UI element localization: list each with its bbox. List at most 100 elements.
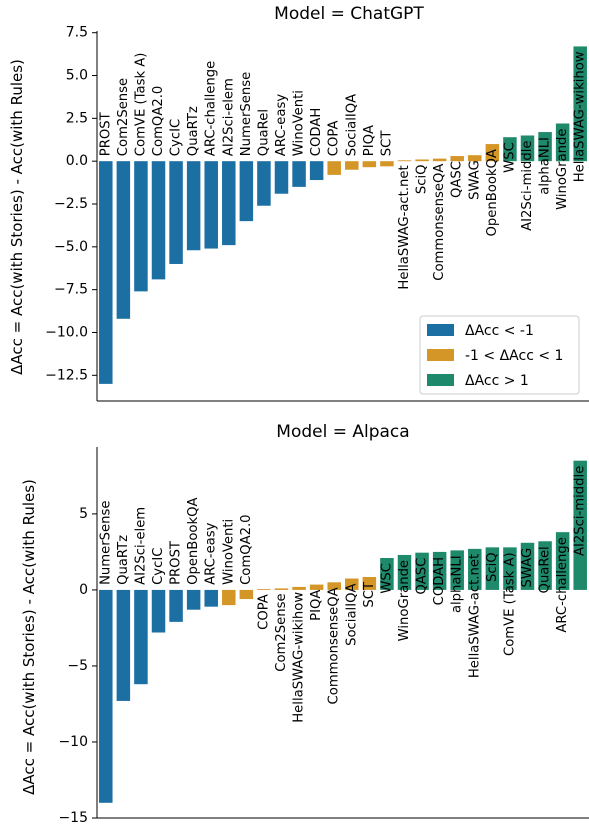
alpaca-bar: [345, 578, 359, 590]
chatgpt-bar: [555, 123, 570, 162]
legend-frame: [419, 315, 580, 395]
legend-label-positive: ΔAcc > 1: [465, 373, 529, 389]
legend-swatch-green: [427, 374, 454, 386]
alpaca-bar: [239, 589, 254, 600]
alpaca-bar-label: ARC-easy: [204, 522, 219, 585]
chatgpt-bar-label: QASC: [450, 161, 465, 198]
chatgpt-y-tick-label: 0.0: [66, 153, 88, 169]
chatgpt-bar-label: AI2Sci-middle: [520, 140, 535, 230]
chatgpt-bar: [415, 159, 429, 162]
chatgpt-bar-label: QuaRTz: [186, 106, 201, 156]
alpaca-bar-label: COPA: [256, 594, 271, 630]
chatgpt-bars: [99, 46, 587, 384]
chatgpt-bar-label: SWAG: [467, 160, 482, 200]
alpaca-bar: [169, 589, 183, 622]
alpaca-bar-labels: NumerSense QuaRTz AI2Sci-elem CycIC PROST Ope…: [98, 466, 587, 723]
chatgpt-y-tick-label: 2.5: [66, 110, 88, 126]
alpaca-bar: [99, 589, 113, 803]
alpaca-bar-label: WinoVenti: [221, 519, 236, 585]
alpaca-bar: [186, 589, 201, 610]
chatgpt-bar-label: WinoGrande: [555, 129, 570, 210]
chatgpt-bar: [222, 161, 236, 246]
alpaca-chart-title: Model = Alpaca: [276, 422, 409, 442]
chatgpt-y-tick-label: −7.5: [54, 282, 88, 298]
alpaca-bar-label: ComVE (Task A): [502, 552, 517, 656]
chatgpt-bar: [520, 135, 535, 162]
chatgpt-bar: [274, 161, 289, 194]
alpaca-bar: [274, 588, 289, 590]
chatgpt-y-tick-label: −5.0: [54, 239, 88, 255]
chatgpt-bar-label: PIQA: [362, 125, 377, 156]
alpaca-bar: [134, 589, 148, 685]
chatgpt-bar: [380, 161, 394, 167]
alpaca-y-tick-label: 5: [79, 506, 88, 522]
alpaca-bar-label: SciQ: [485, 552, 500, 582]
alpaca-bar-label: PIQA: [309, 590, 324, 621]
legend-swatch-blue: [427, 324, 454, 336]
chatgpt-bar-label: HellaSWAG-act.net: [397, 165, 412, 289]
chatgpt-bar: [538, 132, 552, 162]
chatgpt-bar-label: CycIC: [169, 119, 184, 156]
alpaca-bar: [309, 584, 324, 590]
chatgpt-axes: [96, 31, 589, 402]
alpaca-bar-label: QuaRTz: [116, 535, 131, 585]
chatgpt-bar: [204, 161, 218, 249]
alpaca-bar: [415, 552, 429, 590]
alpaca-bar-label: HellaSWAG-wikihow: [292, 592, 307, 723]
alpaca-y-tick-label: −5: [67, 658, 88, 674]
alpaca-bar: [450, 550, 464, 590]
alpaca-y-ticks: 5 0 −5 −10 −15: [58, 506, 97, 826]
chatgpt-bar: [397, 160, 412, 162]
chatgpt-bar-label: CODAH: [309, 108, 324, 156]
alpaca-panel: Model = Alpaca ΔAcc = Acc(with Stories) …: [20, 422, 589, 826]
alpaca-y-tick-label: −15: [58, 810, 88, 826]
alpaca-bar: [573, 460, 587, 590]
chatgpt-bar-label: ComQA2.0: [151, 86, 166, 157]
alpaca-bar: [204, 589, 218, 607]
alpaca-bar-label: SCT: [362, 581, 377, 608]
chatgpt-bar-label: AI2Sci-elem: [221, 78, 236, 156]
alpaca-bar: [432, 551, 447, 590]
chatgpt-bar: [432, 158, 447, 162]
chatgpt-bar-label: SCT: [379, 130, 394, 157]
alpaca-bar: [222, 589, 236, 606]
chatgpt-bar-label: ComVE (Task A): [133, 53, 148, 157]
chatgpt-bar: [134, 161, 148, 292]
alpaca-bar: [151, 589, 166, 633]
chatgpt-bar: [573, 46, 587, 162]
chatgpt-bar-label: Com2Sense: [116, 78, 131, 156]
chatgpt-chart-title: Model = ChatGPT: [274, 4, 424, 24]
chatgpt-bar-label: ARC-challenge: [204, 61, 219, 156]
chatgpt-bar: [186, 161, 201, 251]
alpaca-bar-label: AI2Sci-elem: [133, 507, 148, 585]
alpaca-bar-label: ComQA2.0: [239, 514, 254, 585]
alpaca-bar: [257, 589, 271, 590]
chatgpt-y-tick-label: −12.5: [45, 367, 88, 383]
alpaca-bar: [380, 558, 394, 590]
alpaca-bar-label: AI2Sci-middle: [573, 466, 588, 556]
alpaca-bar: [116, 589, 131, 701]
alpaca-bar-label: WSC: [379, 563, 394, 594]
alpaca-bar-label: ARC-challenge: [555, 537, 570, 632]
chatgpt-bar: [327, 161, 341, 175]
alpaca-bar-label: Com2Sense: [274, 593, 289, 671]
alpaca-bar: [362, 577, 377, 590]
chatgpt-bar: [362, 161, 377, 168]
chatgpt-y-tick-label: 5.0: [66, 68, 88, 84]
legend-swatch-orange: [427, 349, 454, 361]
chatgpt-bar: [468, 155, 482, 162]
alpaca-bar-label: CommonsenseQA: [327, 587, 342, 704]
chatgpt-bar-label: PROST: [98, 111, 113, 156]
chatgpt-bar: [450, 156, 464, 162]
chatgpt-bar-label: NumerSense: [239, 72, 254, 156]
alpaca-bar-label: HellaSWAG-act.net: [467, 554, 482, 678]
chatgpt-bar-label: WSC: [502, 142, 517, 173]
alpaca-bar-label: alphaNLI: [450, 555, 465, 613]
chatgpt-bar: [151, 161, 166, 280]
chatgpt-bar: [169, 161, 183, 264]
chatgpt-legend: ΔAcc < -1 -1 < ΔAcc < 1 ΔAcc > 1: [419, 315, 580, 395]
chatgpt-bar: [257, 161, 271, 206]
chatgpt-bar-label: HellaSWAG-wikihow: [573, 51, 588, 182]
legend-label-neutral: -1 < ΔAcc < 1: [465, 348, 563, 364]
